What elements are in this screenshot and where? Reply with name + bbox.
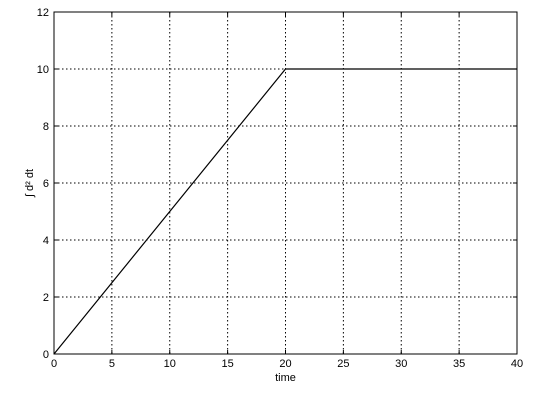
tick-marks bbox=[53, 11, 518, 355]
x-tick-label: 20 bbox=[279, 358, 291, 370]
x-tick-label: 5 bbox=[109, 358, 115, 370]
y-tick-labels: 0 2 4 6 8 10 12 bbox=[37, 7, 49, 361]
x-tick-label: 30 bbox=[395, 358, 407, 370]
x-tick-label: 40 bbox=[511, 358, 523, 370]
series-layer bbox=[53, 68, 517, 355]
x-tick-label: 0 bbox=[51, 358, 57, 370]
y-tick-label: 12 bbox=[37, 7, 49, 19]
series-line bbox=[53, 68, 517, 355]
x-tick-label: 25 bbox=[337, 358, 349, 370]
x-axis-label: time bbox=[275, 372, 296, 384]
y-tick-label: 10 bbox=[37, 64, 49, 76]
y-tick-label: 4 bbox=[43, 235, 49, 247]
grid bbox=[54, 12, 517, 354]
y-tick-label: 6 bbox=[43, 178, 49, 190]
x-tick-label: 15 bbox=[222, 358, 234, 370]
x-tick-label: 10 bbox=[164, 358, 176, 370]
y-tick-label: 8 bbox=[43, 121, 49, 133]
y-tick-label: 2 bbox=[43, 292, 49, 304]
x-tick-labels: 0 5 10 15 20 25 30 35 40 bbox=[51, 358, 523, 370]
x-tick-label: 35 bbox=[453, 358, 465, 370]
y-tick-label: 0 bbox=[43, 349, 49, 361]
y-axis-label: ∫ d² dt bbox=[24, 169, 36, 198]
